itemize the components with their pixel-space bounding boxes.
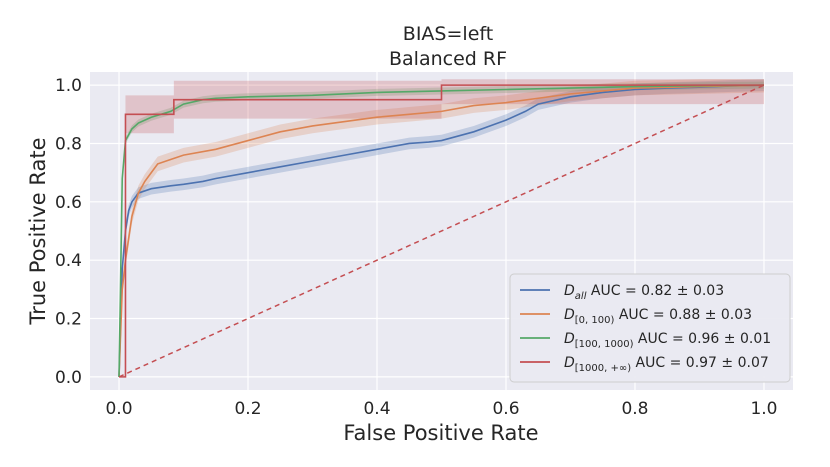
roc-curve-1 [118, 84, 764, 377]
legend-entry-1: D[0, 100) AUC = 0.88 ± 0.03 [564, 307, 752, 326]
legend-entry-0: Dall AUC = 0.82 ± 0.03 [564, 283, 724, 302]
legend-entry-3: D[1000, +∞) AUC = 0.97 ± 0.07 [564, 355, 769, 374]
y-tick-label: 0.6 [55, 193, 82, 213]
roc-curve-2 [118, 84, 764, 377]
chart-title-line-2: Balanced RF [389, 48, 507, 70]
legend-entry-2: D[100, 1000) AUC = 0.96 ± 0.01 [564, 331, 771, 350]
confidence-bands [119, 79, 764, 377]
x-axis-label: False Positive Rate [343, 421, 538, 445]
x-tick-label: 0.8 [621, 399, 648, 419]
y-axis-label: True Positive Rate [26, 137, 50, 325]
y-tick-label: 0.8 [55, 134, 82, 154]
legend-box [509, 273, 791, 383]
x-tick-label: 0.4 [363, 399, 390, 419]
x-tick-label: 0.0 [105, 399, 132, 419]
y-tick-label: 1.0 [55, 76, 82, 96]
chart-title-line-1: BIAS=left [403, 23, 493, 45]
confidence-band-0 [119, 79, 764, 377]
x-tick-labels: 0.0 0.2 0.4 0.6 0.8 1.0 [105, 399, 777, 419]
x-tick-label: 1.0 [750, 399, 777, 419]
y-tick-label: 0.2 [55, 310, 82, 330]
y-tick-label: 0.4 [55, 251, 82, 271]
roc-curves [118, 84, 764, 378]
chance-diagonal-line [118, 84, 765, 378]
legend: Dall AUC = 0.82 ± 0.03 D[0, 100) AUC = 0.… [509, 273, 791, 383]
roc-curve-3 [119, 84, 764, 378]
confidence-band-3 [119, 79, 764, 377]
x-tick-label: 0.6 [492, 399, 519, 419]
x-tick-label: 0.2 [234, 399, 261, 419]
y-tick-label: 0.0 [55, 368, 82, 388]
y-tick-labels: 0.0 0.2 0.4 0.6 0.8 1.0 [55, 76, 82, 388]
